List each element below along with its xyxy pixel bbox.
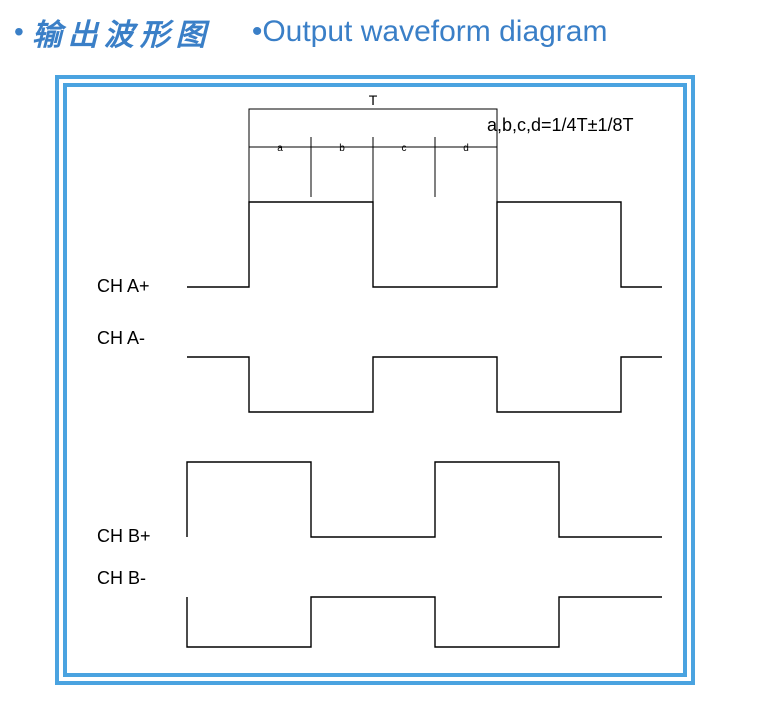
waveform-chb- (187, 597, 662, 647)
subinterval-label: c (402, 143, 407, 154)
waveform-chb+ (187, 462, 662, 537)
title-row: • 输出波形图 •Output waveform diagram (14, 10, 753, 54)
channel-label: CH B+ (97, 526, 151, 546)
diagram-frame-outer: CH A+ CH A- CH B+ CH B- Ta b c d a,b,c,d=1/4T±1… (55, 75, 695, 685)
channel-label: CH B- (97, 568, 146, 588)
title-en-text: Output waveform diagram (262, 15, 607, 48)
channel-label: CH A+ (97, 276, 150, 296)
bullet-cn: • (14, 16, 24, 48)
waveform-cha- (187, 357, 662, 412)
subinterval-label: d (463, 143, 469, 154)
title-en: •Output waveform diagram (252, 15, 608, 49)
waveform-svg: CH A+ CH A- CH B+ CH B- Ta b c d (67, 87, 683, 673)
title-cn: 输出波形图 (32, 10, 212, 54)
subinterval-label: b (339, 143, 345, 154)
period-bracket (249, 109, 497, 139)
waveform-cha+ (187, 202, 662, 287)
bullet-en: • (252, 15, 263, 48)
channel-label: CH A- (97, 328, 145, 348)
diagram-frame-inner: CH A+ CH A- CH B+ CH B- Ta b c d a,b,c,d=1/4T±1… (63, 83, 687, 677)
period-label: T (369, 92, 378, 108)
subinterval-label: a (277, 143, 283, 154)
timing-formula: a,b,c,d=1/4T±1/8T (487, 115, 633, 136)
